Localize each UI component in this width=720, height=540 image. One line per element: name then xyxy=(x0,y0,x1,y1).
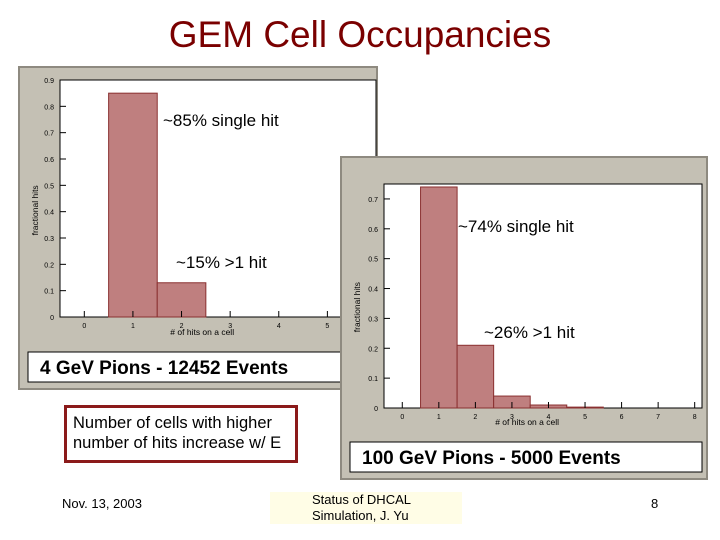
slide-title: GEM Cell Occupancies xyxy=(168,14,552,55)
x-axis-label: # of hits on a cell xyxy=(495,417,559,427)
y-tick-label: 0.4 xyxy=(44,210,54,217)
x-tick-label: 5 xyxy=(325,323,329,330)
footer-page-number: 8 xyxy=(651,496,659,511)
annotation-100gev-single-hit: ~74% single hit xyxy=(458,217,574,236)
chart-caption: 4 GeV Pions - 12452 Events xyxy=(40,358,288,379)
y-tick-label: 0.6 xyxy=(368,227,378,234)
y-tick-label: 0.7 xyxy=(368,197,378,204)
x-tick-label: 1 xyxy=(131,323,135,330)
x-tick-label: 4 xyxy=(547,414,551,421)
y-axis-label: fractional hits xyxy=(30,185,40,235)
y-tick-label: 0.1 xyxy=(44,289,54,296)
y-tick-label: 0.5 xyxy=(368,257,378,264)
x-tick-label: 8 xyxy=(693,414,697,421)
x-tick-label: 3 xyxy=(510,414,514,421)
x-tick-label: 0 xyxy=(400,414,404,421)
x-tick-label: 0 xyxy=(82,323,86,330)
footer-center: Status of DHCAL Simulation, J. Yu xyxy=(270,492,462,524)
note-box: Number of cells with higher number of hi… xyxy=(64,405,298,463)
footer-date: Nov. 13, 2003 xyxy=(62,496,142,511)
x-tick-label: 6 xyxy=(620,414,624,421)
y-tick-label: 0.4 xyxy=(368,287,378,294)
chart-caption-box xyxy=(349,441,703,473)
y-tick-label: 0.3 xyxy=(44,236,54,243)
y-tick-label: 0.8 xyxy=(44,104,54,111)
x-tick-label: 1 xyxy=(437,414,441,421)
footer-center-text: Status of DHCAL Simulation, J. Yu xyxy=(312,492,411,523)
histogram-bar xyxy=(456,344,495,409)
y-tick-label: 0.3 xyxy=(368,316,378,323)
chart-frame-border xyxy=(340,156,708,480)
annotation-4gev-multi-hit: ~15% >1 hit xyxy=(176,253,267,272)
y-axis-label: fractional hits xyxy=(352,282,362,332)
histogram-panel-100gev: 0 0.1 0.2 0.3 0.4 0.5 0.6 0.7 0 1 2 3 4 5 6 7 8 # of hits… xyxy=(340,156,708,480)
y-tick-label: 0.2 xyxy=(368,346,378,353)
chart-caption: 100 GeV Pions - 5000 Events xyxy=(362,448,621,469)
annotation-100gev-multi-hit: ~26% >1 hit xyxy=(484,323,575,342)
y-tick-label: 0 xyxy=(374,406,378,413)
y-tick-label: 0.7 xyxy=(44,131,54,138)
y-tick-label: 0.6 xyxy=(44,157,54,164)
y-tick-label: 0.1 xyxy=(368,376,378,383)
x-axis-label: # of hits on a cell xyxy=(170,327,234,337)
y-tick-label: 0 xyxy=(50,315,54,322)
histogram-100gev: 0 0.1 0.2 0.3 0.4 0.5 0.6 0.7 0 1 2 3 4 5 6 7 8 # of hits… xyxy=(340,156,708,480)
x-tick-label: 4 xyxy=(277,323,281,330)
x-tick-label: 5 xyxy=(583,414,587,421)
x-tick-label: 2 xyxy=(473,414,477,421)
y-tick-label: 0.9 xyxy=(44,78,54,85)
x-tick-label: 7 xyxy=(656,414,660,421)
x-tick-label: 3 xyxy=(228,323,232,330)
chart-caption-box xyxy=(27,351,369,383)
histogram-bar xyxy=(420,186,458,409)
x-tick-label: 2 xyxy=(180,323,184,330)
histogram-panel-4gev: 0 0.1 0.2 0.3 0.4 0.5 0.6 0.7 0.8 0.9 0 1 2 3 4 5 # of h… xyxy=(18,66,378,390)
y-tick-label: 0.5 xyxy=(44,183,54,190)
histogram-4gev: 0 0.1 0.2 0.3 0.4 0.5 0.6 0.7 0.8 0.9 0 1 2 3 4 5 # of h… xyxy=(18,66,378,390)
histogram-bar xyxy=(108,92,158,318)
note-text: Number of cells with higher number of hi… xyxy=(73,414,282,452)
y-tick-label: 0.2 xyxy=(44,262,54,269)
annotation-4gev-single-hit: ~85% single hit xyxy=(163,111,279,130)
